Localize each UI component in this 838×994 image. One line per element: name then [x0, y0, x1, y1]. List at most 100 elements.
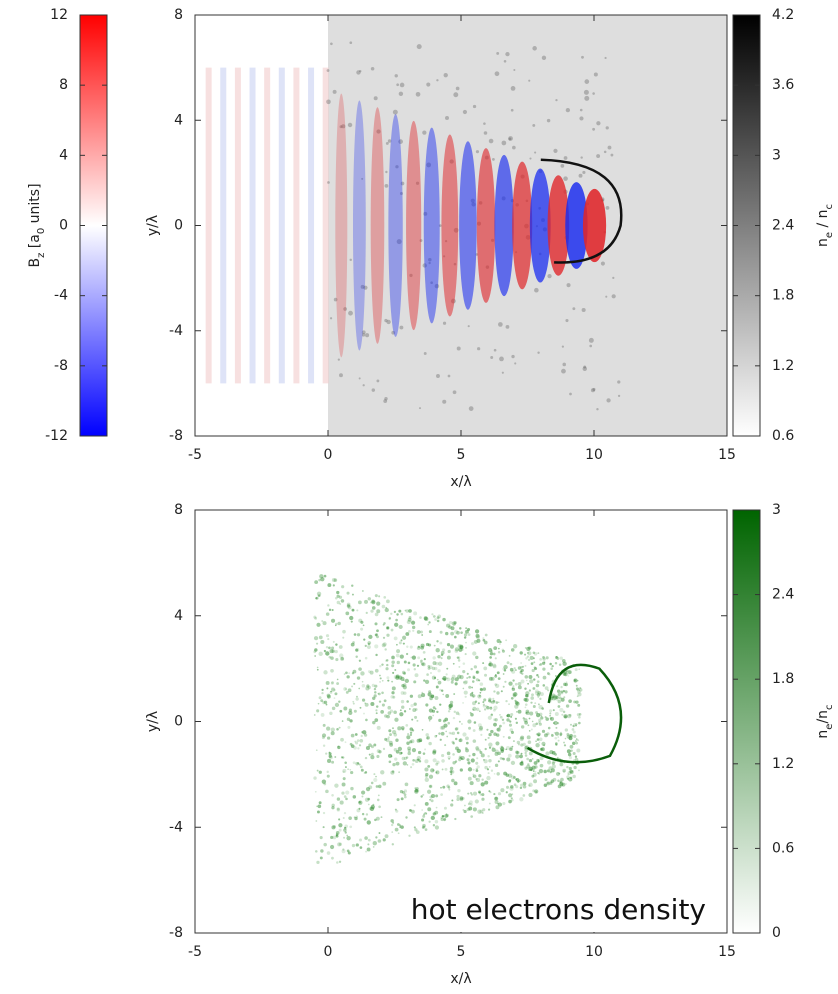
- density-speck: [568, 736, 573, 741]
- density-speck: [398, 91, 404, 97]
- density-speck: [423, 616, 428, 621]
- density-speck: [415, 830, 420, 835]
- density-speck: [467, 761, 471, 765]
- density-speck: [509, 747, 513, 751]
- x-tick-label: 10: [585, 944, 603, 960]
- density-speck: [343, 836, 346, 839]
- density-speck: [532, 704, 536, 708]
- density-speck: [483, 122, 486, 125]
- density-speck: [450, 769, 455, 774]
- colorbar-label: ne/nc: [815, 704, 835, 738]
- density-speck: [592, 92, 595, 95]
- density-speck: [468, 675, 471, 679]
- density-speck: [419, 616, 422, 619]
- density-speck: [409, 708, 411, 710]
- density-speck: [511, 687, 516, 691]
- density-speck: [393, 747, 398, 752]
- density-speck: [617, 394, 621, 398]
- y-tick-label: 8: [174, 502, 183, 518]
- density-speck: [557, 736, 560, 738]
- density-speck: [457, 644, 462, 648]
- density-speck: [423, 679, 426, 682]
- density-speck: [569, 769, 573, 774]
- density-speck: [417, 694, 422, 699]
- density-speck: [503, 664, 508, 670]
- density-speck: [451, 621, 456, 626]
- density-speck: [349, 615, 354, 621]
- density-speck: [361, 680, 364, 683]
- density-speck: [403, 691, 407, 695]
- density-speck: [422, 263, 427, 268]
- density-speck: [467, 628, 471, 632]
- density-speck: [472, 775, 475, 778]
- density-speck: [524, 766, 528, 770]
- density-speck: [526, 655, 530, 658]
- colorbar-label-part: n: [815, 730, 831, 739]
- density-speck: [565, 108, 571, 113]
- density-speck: [345, 790, 350, 795]
- density-speck: [446, 784, 450, 788]
- density-speck: [457, 656, 461, 660]
- density-speck: [550, 667, 553, 670]
- density-speck: [476, 638, 481, 643]
- density-speck: [338, 828, 342, 832]
- density-speck: [549, 709, 553, 713]
- density-speck: [353, 682, 356, 685]
- density-speck: [432, 661, 437, 666]
- density-speck: [314, 580, 319, 585]
- density-speck: [427, 623, 430, 626]
- density-speck: [331, 646, 335, 650]
- density-speck: [550, 768, 555, 773]
- density-speck: [422, 823, 426, 828]
- density-speck: [370, 752, 374, 756]
- density-speck: [389, 709, 394, 713]
- density-speck: [496, 727, 501, 732]
- density-speck: [524, 754, 528, 757]
- density-speck: [415, 91, 421, 97]
- density-speck: [472, 694, 476, 698]
- density-speck: [333, 697, 336, 700]
- density-speck: [469, 711, 472, 714]
- density-speck: [534, 789, 539, 794]
- density-speck: [606, 398, 611, 403]
- density-speck: [361, 330, 366, 335]
- density-speck: [426, 82, 431, 87]
- density-speck: [434, 708, 437, 710]
- density-speck: [479, 682, 484, 686]
- density-speck: [436, 640, 439, 643]
- density-speck: [437, 669, 441, 673]
- density-speck: [398, 624, 403, 630]
- density-speck: [440, 731, 445, 736]
- density-speck: [336, 727, 339, 731]
- density-speck: [338, 818, 341, 821]
- density-speck: [466, 676, 469, 680]
- density-speck: [379, 665, 382, 668]
- density-speck: [330, 727, 335, 732]
- density-speck: [316, 668, 319, 671]
- density-speck: [562, 661, 567, 666]
- density-speck: [524, 751, 527, 755]
- density-speck: [417, 758, 420, 762]
- density-speck: [488, 766, 491, 768]
- density-speck: [435, 770, 440, 775]
- density-speck: [442, 785, 446, 789]
- annotation: hot electrons density: [411, 893, 706, 926]
- density-speck: [376, 629, 379, 633]
- density-speck: [502, 735, 505, 738]
- density-speck: [520, 752, 523, 755]
- density-speck: [512, 694, 517, 698]
- colorbar-tick-label: 3.6: [772, 77, 794, 93]
- colorbar-label-part: B: [27, 258, 43, 268]
- density-speck: [563, 156, 568, 160]
- density-speck: [514, 704, 519, 709]
- density-speck: [479, 691, 482, 694]
- density-speck: [522, 717, 525, 720]
- density-speck: [542, 667, 546, 671]
- density-speck: [565, 681, 568, 684]
- density-speck: [530, 728, 533, 731]
- density-speck: [536, 758, 540, 763]
- density-speck: [343, 706, 348, 711]
- density-speck: [342, 636, 345, 639]
- density-speck: [313, 776, 317, 780]
- density-speck: [490, 650, 493, 653]
